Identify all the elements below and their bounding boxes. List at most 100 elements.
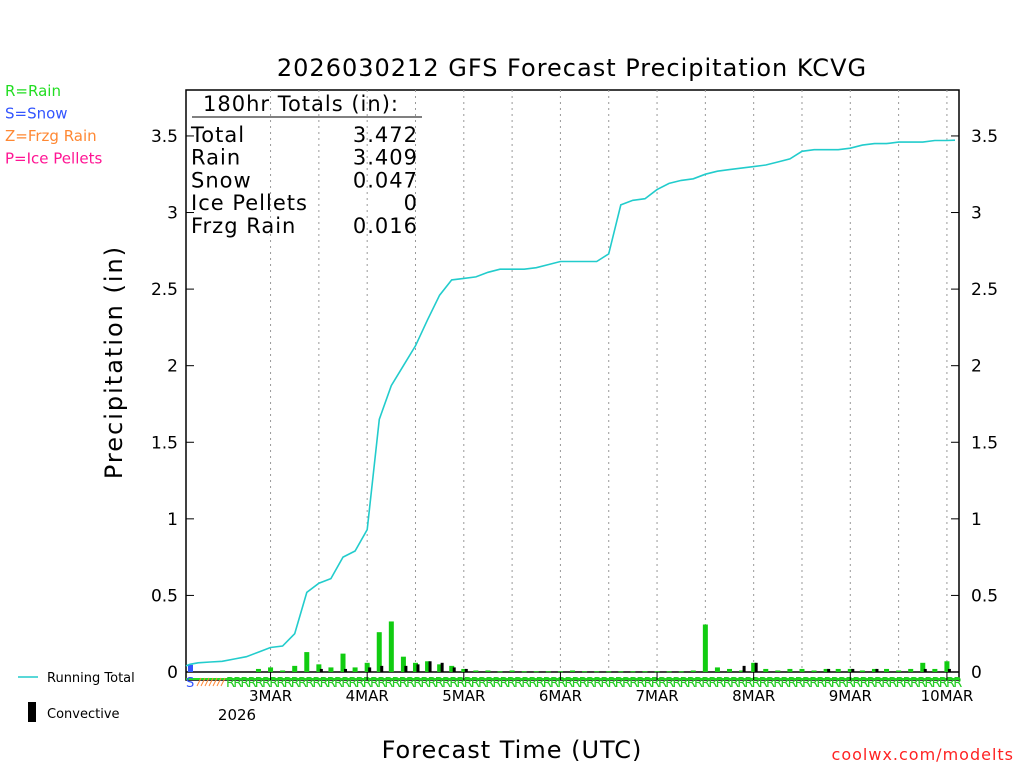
ptype-rain-symbol: R <box>471 676 480 691</box>
ptype-rain-symbol: R <box>831 676 840 691</box>
rain-bar <box>352 667 358 672</box>
rain-bar <box>473 670 479 672</box>
rain-bar <box>582 671 588 673</box>
ptype-rain-symbol: R <box>579 676 588 691</box>
ptype-rain-symbol: R <box>442 676 451 691</box>
ptype-rain-symbol: R <box>356 676 365 691</box>
x-tick-label: 4MAR <box>346 687 389 705</box>
ptype-rain-symbol: R <box>269 676 278 691</box>
rain-bar <box>364 662 370 672</box>
totals-row-value: 3.409 <box>353 146 418 170</box>
ptype-rain-symbol: R <box>478 676 487 691</box>
y-tick-label-left: 1.5 <box>151 433 178 453</box>
legend-convective-label: Convective <box>47 707 120 722</box>
ptype-rain-symbol: R <box>924 676 933 691</box>
plot-frame <box>185 89 960 681</box>
rain-bar <box>545 671 551 673</box>
rain-bar <box>775 670 781 672</box>
ptype-rain-symbol: R <box>896 676 905 691</box>
ptype-rain-symbol: R <box>384 676 393 691</box>
ptype-rain-symbol: R <box>672 676 681 691</box>
ptype-rain-symbol: R <box>874 676 883 691</box>
ptype-rain-symbol: R <box>233 676 242 691</box>
rain-bar <box>690 670 696 672</box>
rain-bar <box>570 670 575 672</box>
y-tick-label-left: 1 <box>167 510 178 530</box>
ptype-rain-symbol: R <box>240 676 249 691</box>
convective-bar <box>464 668 468 672</box>
convective-bars <box>319 661 951 672</box>
convective-bar <box>380 665 384 672</box>
ptype-rain-symbol: R <box>464 676 473 691</box>
y-tick-label-right: 3 <box>971 204 982 224</box>
ptype-rain-symbol: R <box>226 676 235 691</box>
ptype-rain-symbol: R <box>694 676 703 691</box>
y-tick-label-left: 3 <box>167 204 178 224</box>
rain-bar <box>859 670 865 672</box>
rain-bar <box>823 668 829 672</box>
convective-bar <box>368 667 372 672</box>
ptype-rain-symbol: R <box>788 676 797 691</box>
ptype-rain-symbol: R <box>536 676 545 691</box>
rain-bar <box>666 671 672 673</box>
ptype-rain-symbol: R <box>860 676 869 691</box>
type-legend-item: S=Snow <box>5 105 68 123</box>
ptype-rain-symbol: R <box>795 676 804 691</box>
rain-bar <box>702 624 708 672</box>
ptype-rain-symbol: R <box>593 676 602 691</box>
y-tick-label-right: 2 <box>971 357 982 377</box>
ptype-rain-symbol: R <box>428 676 437 691</box>
rain-bar <box>944 661 950 672</box>
ptype-rain-symbol: R <box>816 676 825 691</box>
convective-bar <box>947 668 951 672</box>
convective-bar <box>923 668 927 672</box>
ptype-rain-symbol: R <box>701 676 710 691</box>
totals-row-label: Rain <box>191 146 241 170</box>
ptype-rain-symbol: R <box>327 676 336 691</box>
totals-row-label: Snow <box>191 168 252 192</box>
ptype-rain-symbol: R <box>341 676 350 691</box>
y-tick-label-right: 1.5 <box>971 433 998 453</box>
ptype-rain-symbol: R <box>903 676 912 691</box>
rain-bar <box>280 670 286 672</box>
ptype-rain-symbol: R <box>766 676 775 691</box>
convective-bar <box>440 662 444 672</box>
rain-bar <box>437 664 443 672</box>
ptype-rain-symbol: R <box>629 676 638 691</box>
ptype-frzg-hatch <box>208 677 214 687</box>
ptype-rain-symbol: R <box>773 676 782 691</box>
ptype-rain-symbol: R <box>392 676 401 691</box>
running-total-line <box>185 139 956 667</box>
ptype-rain-symbol: R <box>946 676 955 691</box>
x-tick-label: 3MAR <box>249 687 292 705</box>
y-tick-label-left: 2.5 <box>151 280 178 300</box>
rain-bar <box>521 671 527 673</box>
totals-row-label: Frzg Rain <box>191 214 296 238</box>
ptype-rain-symbol: R <box>644 676 653 691</box>
ptype-rain-symbol: R <box>564 676 573 691</box>
ptype-rain-symbol: R <box>586 676 595 691</box>
ptype-rain-symbol: R <box>363 676 372 691</box>
rain-bar <box>376 632 382 672</box>
rain-bar <box>268 667 274 672</box>
ptype-rain-symbol: R <box>845 676 854 691</box>
ptype-rain-symbol: R <box>852 676 861 691</box>
ptype-rain-symbol: R <box>651 676 660 691</box>
convective-bar <box>404 665 408 672</box>
type-legend-item: Z=Frzg Rain <box>5 127 97 145</box>
convective-bar <box>754 662 758 672</box>
rain-bar <box>932 668 938 672</box>
convective-bar <box>742 665 746 672</box>
ptype-rain-symbol: R <box>492 676 501 691</box>
rain-bar <box>594 671 600 673</box>
y-tick-label-left: 3.5 <box>151 127 178 147</box>
ptype-rain-symbol: R <box>708 676 717 691</box>
ptype-rain-symbol: R <box>521 676 530 691</box>
ptype-rain-symbol: R <box>262 676 271 691</box>
ptype-rain-symbol: R <box>514 676 523 691</box>
type-legend-item: P=Ice Pellets <box>5 150 102 168</box>
x-tick-label: 7MAR <box>635 687 678 705</box>
totals-heading: 180hr Totals (in): <box>203 92 399 116</box>
ptype-frzg-hatch <box>200 677 206 687</box>
rain-bar <box>787 668 793 672</box>
